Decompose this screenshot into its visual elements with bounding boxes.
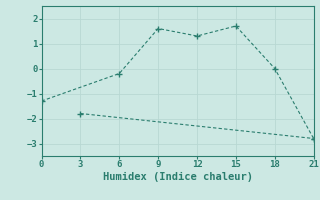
X-axis label: Humidex (Indice chaleur): Humidex (Indice chaleur) bbox=[103, 172, 252, 182]
